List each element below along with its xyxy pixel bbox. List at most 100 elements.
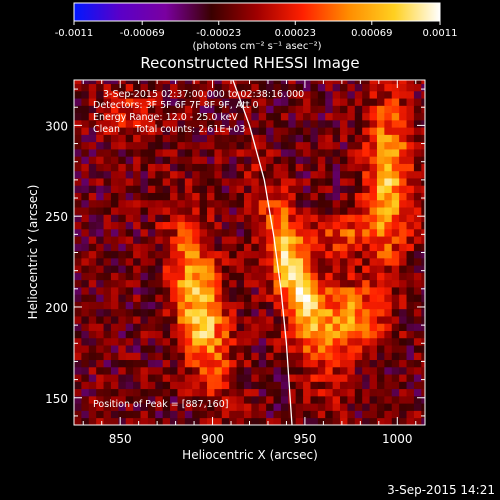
heatmap-pixel bbox=[303, 388, 311, 397]
heatmap-pixel bbox=[88, 134, 97, 143]
heatmap-pixel bbox=[317, 330, 326, 339]
heatmap-pixel bbox=[192, 366, 201, 375]
heatmap-image bbox=[74, 80, 425, 425]
heatmap-pixel bbox=[140, 90, 149, 99]
heatmap-pixel bbox=[295, 98, 304, 106]
heatmap-pixel bbox=[170, 170, 178, 179]
heatmap-pixel bbox=[88, 178, 97, 186]
heatmap-pixel bbox=[354, 112, 363, 121]
heatmap-pixel bbox=[369, 323, 378, 331]
heatmap-pixel bbox=[133, 163, 141, 172]
heatmap-pixel bbox=[140, 207, 149, 215]
heatmap-pixel bbox=[140, 287, 149, 295]
heatmap-pixel bbox=[325, 134, 334, 143]
heatmap-pixel bbox=[125, 374, 134, 382]
heatmap-pixel bbox=[155, 352, 164, 361]
heatmap-pixel bbox=[280, 199, 289, 208]
heatmap-pixel bbox=[221, 323, 230, 331]
heatmap-pixel bbox=[125, 301, 134, 310]
heatmap-pixel bbox=[162, 170, 171, 179]
y-tick-label: 300 bbox=[45, 119, 68, 133]
heatmap-pixel bbox=[295, 90, 304, 99]
heatmap-pixel bbox=[88, 279, 97, 288]
heatmap-pixel bbox=[74, 410, 82, 419]
heatmap-pixel bbox=[406, 214, 415, 223]
heatmap-pixel bbox=[376, 301, 385, 310]
heatmap-pixel bbox=[303, 214, 311, 223]
heatmap-pixel bbox=[74, 345, 82, 353]
heatmap-pixel bbox=[273, 403, 282, 411]
heatmap-pixel bbox=[413, 105, 422, 114]
heatmap-pixel bbox=[207, 228, 215, 237]
heatmap-pixel bbox=[354, 265, 363, 273]
heatmap-pixel bbox=[155, 381, 164, 390]
heatmap-pixel bbox=[96, 119, 104, 128]
heatmap-pixel bbox=[133, 388, 141, 397]
heatmap-pixel bbox=[162, 337, 171, 346]
heatmap-pixel bbox=[125, 308, 134, 317]
heatmap-pixel bbox=[406, 185, 415, 193]
heatmap-pixel bbox=[221, 374, 230, 382]
heatmap-pixel bbox=[184, 199, 193, 208]
heatmap-pixel bbox=[362, 80, 370, 85]
heatmap-pixel bbox=[155, 80, 164, 85]
heatmap-pixel bbox=[177, 352, 186, 361]
heatmap-pixel bbox=[332, 214, 341, 223]
heatmap-pixel bbox=[81, 301, 90, 310]
heatmap-pixel bbox=[317, 257, 326, 266]
heatmap-pixel bbox=[266, 141, 274, 150]
heatmap-pixel bbox=[384, 345, 393, 353]
heatmap-pixel bbox=[266, 170, 274, 179]
heatmap-pixel bbox=[74, 112, 82, 121]
heatmap-pixel bbox=[399, 279, 407, 288]
heatmap-pixel bbox=[147, 287, 156, 295]
heatmap-pixel bbox=[207, 178, 215, 186]
heatmap-pixel bbox=[310, 410, 319, 419]
colorbar-gradient bbox=[73, 2, 441, 22]
heatmap-pixel bbox=[229, 127, 237, 135]
heatmap-pixel bbox=[340, 345, 348, 353]
heatmap-pixel bbox=[170, 80, 178, 85]
heatmap-pixel bbox=[207, 221, 215, 230]
heatmap-pixel bbox=[221, 207, 230, 215]
heatmap-pixel bbox=[243, 366, 252, 375]
heatmap-pixel bbox=[199, 127, 208, 135]
heatmap-pixel bbox=[280, 301, 289, 310]
heatmap-pixel bbox=[125, 352, 134, 361]
heatmap-pixel bbox=[251, 243, 260, 252]
heatmap-pixel bbox=[192, 119, 201, 128]
heatmap-pixel bbox=[413, 308, 422, 317]
heatmap-pixel bbox=[273, 221, 282, 230]
heatmap-pixel bbox=[229, 337, 237, 346]
heatmap-pixel bbox=[103, 105, 112, 114]
heatmap-pixel bbox=[155, 417, 164, 425]
heatmap-pixel bbox=[192, 214, 201, 223]
heatmap-pixel bbox=[170, 272, 178, 281]
heatmap-pixel bbox=[280, 98, 289, 106]
heatmap-pixel bbox=[192, 265, 201, 273]
heatmap-pixel bbox=[118, 90, 127, 99]
heatmap-pixel bbox=[133, 90, 141, 99]
heatmap-pixel bbox=[125, 178, 134, 186]
heatmap-pixel bbox=[362, 221, 370, 230]
heatmap-pixel bbox=[369, 417, 378, 425]
heatmap-pixel bbox=[413, 199, 422, 208]
heatmap-pixel bbox=[362, 163, 370, 172]
heatmap-pixel bbox=[317, 90, 326, 99]
heatmap-pixel bbox=[347, 316, 356, 324]
heatmap-pixel bbox=[192, 178, 201, 186]
heatmap-pixel bbox=[214, 301, 223, 310]
heatmap-pixel bbox=[192, 388, 201, 397]
heatmap-pixel bbox=[184, 395, 193, 404]
heatmap-pixel bbox=[384, 90, 393, 99]
heatmap-pixel bbox=[310, 279, 319, 288]
heatmap-pixel bbox=[310, 221, 319, 230]
heatmap-pixel bbox=[399, 381, 407, 390]
heatmap-pixel bbox=[384, 207, 393, 215]
heatmap-pixel bbox=[103, 279, 112, 288]
heatmap-pixel bbox=[192, 127, 201, 135]
heatmap-pixel bbox=[96, 272, 104, 281]
heatmap-pixel bbox=[406, 141, 415, 150]
heatmap-pixel bbox=[369, 301, 378, 310]
heatmap-pixel bbox=[303, 287, 311, 295]
